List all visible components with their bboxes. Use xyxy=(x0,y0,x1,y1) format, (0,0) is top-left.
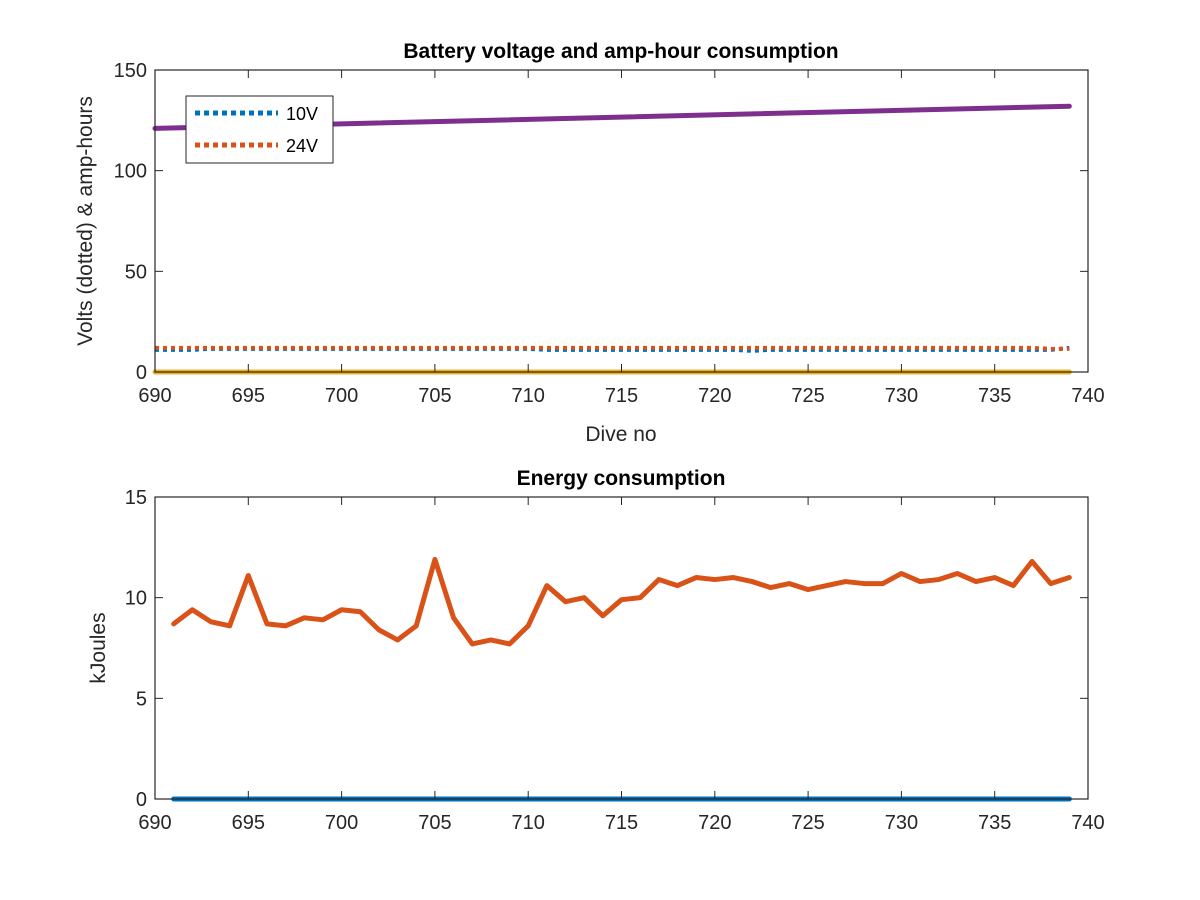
bottom-y-tick-label: 10 xyxy=(125,588,147,610)
top-x-tick-label: 700 xyxy=(325,385,358,407)
bottom-x-tick-label: 710 xyxy=(512,812,545,834)
bottom-x-tick-label: 720 xyxy=(698,812,731,834)
top-x-tick-label: 710 xyxy=(512,385,545,407)
bottom-x-tick-label: 700 xyxy=(325,812,358,834)
top-x-tick-label: 720 xyxy=(698,385,731,407)
top-series-line-1 xyxy=(155,345,1070,351)
top-x-tick-label: 725 xyxy=(791,385,824,407)
top-x-tick-label: 690 xyxy=(138,385,171,407)
bottom-y-tick-label: 0 xyxy=(136,789,147,811)
top-y-tick-label: 100 xyxy=(114,161,147,183)
top-legend: 10V 24V xyxy=(185,95,334,164)
bottom-x-tick-label: 690 xyxy=(138,812,171,834)
top-x-tick-label: 740 xyxy=(1071,385,1104,407)
bottom-series-line-0 xyxy=(171,556,1072,647)
bottom-x-tick-label: 725 xyxy=(791,812,824,834)
bottom-x-tick-label: 705 xyxy=(418,812,451,834)
top-x-tick-label: 730 xyxy=(885,385,918,407)
legend-label-10v: 10V xyxy=(286,104,318,124)
bottom-plot-area xyxy=(155,497,1088,799)
top-y-tick-label: 150 xyxy=(114,60,147,82)
bottom-y-tick-label: 15 xyxy=(125,487,147,509)
legend-label-24v: 24V xyxy=(286,136,318,156)
bottom-x-tick-label: 695 xyxy=(232,812,265,834)
top-x-axis-label: Dive no xyxy=(585,423,656,446)
top-x-tick-label: 695 xyxy=(232,385,265,407)
bottom-y-tick-label: 5 xyxy=(136,688,147,710)
top-x-tick-label: 735 xyxy=(978,385,1011,407)
top-y-tick-label: 0 xyxy=(136,362,147,384)
top-x-tick-label: 705 xyxy=(418,385,451,407)
top-ticks-group: 690 695 700 705 710 715 720 725 730 735 740 0 50 100 1… xyxy=(114,60,1105,407)
top-chart-title: Battery voltage and amp-hour consumption xyxy=(403,40,838,63)
bottom-y-axis-label: kJoules xyxy=(87,612,110,683)
bottom-x-tick-label: 740 xyxy=(1071,812,1104,834)
top-x-tick-label: 715 xyxy=(605,385,638,407)
top-subplot: 690 695 700 705 710 715 720 725 730 735 740 0 50 100 1… xyxy=(74,40,1105,446)
bottom-chart-title: Energy consumption xyxy=(517,467,726,490)
legend-box xyxy=(185,95,334,164)
bottom-ticks-group: 690 695 700 705 710 715 720 725 730 735 740 0 5 10 15 xyxy=(125,487,1105,834)
top-y-tick-label: 50 xyxy=(125,261,147,283)
bottom-x-tick-label: 715 xyxy=(605,812,638,834)
bottom-x-tick-label: 730 xyxy=(885,812,918,834)
bottom-subplot: 690 695 700 705 710 715 720 725 730 735 740051015 … xyxy=(87,467,1105,834)
top-y-axis-label: Volts (dotted) & amp-hours xyxy=(74,96,97,346)
bottom-x-tick-label: 735 xyxy=(978,812,1011,834)
